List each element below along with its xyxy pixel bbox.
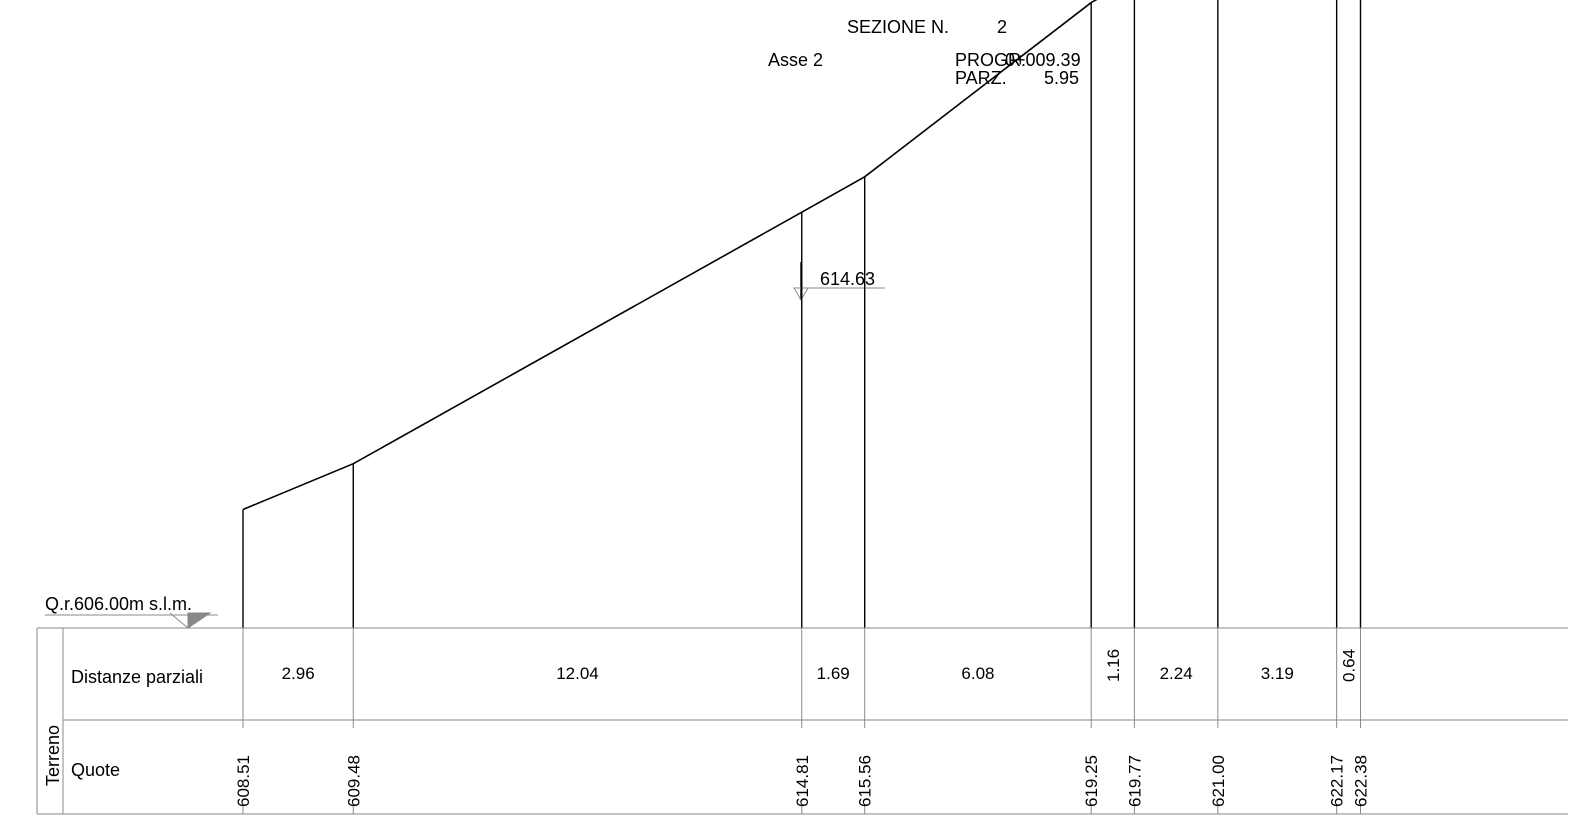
partial-distance-value: 2.96 [282,664,315,683]
axis-label: Asse 2 [768,50,823,70]
partial-distance-value: 6.08 [961,664,994,683]
parz-value: 5.95 [1044,68,1079,88]
section-label: SEZIONE N. [847,17,949,37]
elevation-value: 609.48 [344,755,363,807]
row-label-quote: Quote [71,760,120,780]
marker-elevation-label: 614.63 [820,269,875,289]
partial-distance-value: 12.04 [556,664,599,683]
elevation-value: 608.51 [234,755,253,807]
elevation-value: 621.00 [1209,755,1228,807]
section-number: 2 [997,17,1007,37]
table-group-label: Terreno [43,725,63,786]
elevation-value: 619.25 [1082,755,1101,807]
table-cells: 608.51 609.48 614.81 615.56 619.25 619.77 621.… [234,628,1371,814]
partial-distance-value: 3.19 [1261,664,1294,683]
elevation-value: 615.56 [856,755,875,807]
elevation-value: 622.38 [1352,755,1371,807]
elevation-value: 622.17 [1328,755,1347,807]
station-verticals [242,0,1362,628]
elevation-value: 619.77 [1125,755,1144,807]
parz-label: PARZ. [955,68,1007,88]
partial-distance-value: 1.16 [1104,649,1123,682]
reference-level-triangle-outline [169,612,189,629]
partial-distance-value: 0.64 [1340,649,1359,682]
progr-label: PROGR. [955,50,1026,70]
row-label-distanze-parziali: Distanze parziali [71,667,203,687]
reference-level-triangle-icon [187,612,212,629]
elevation-value: 614.81 [793,755,812,807]
terrain-profile-line [242,0,1098,511]
reference-level-label: Q.r.606.00m s.l.m. [45,594,192,614]
partial-distance-value: 2.24 [1160,664,1193,683]
partial-distance-value: 1.69 [817,664,850,683]
marker-triangle-icon [793,287,809,301]
